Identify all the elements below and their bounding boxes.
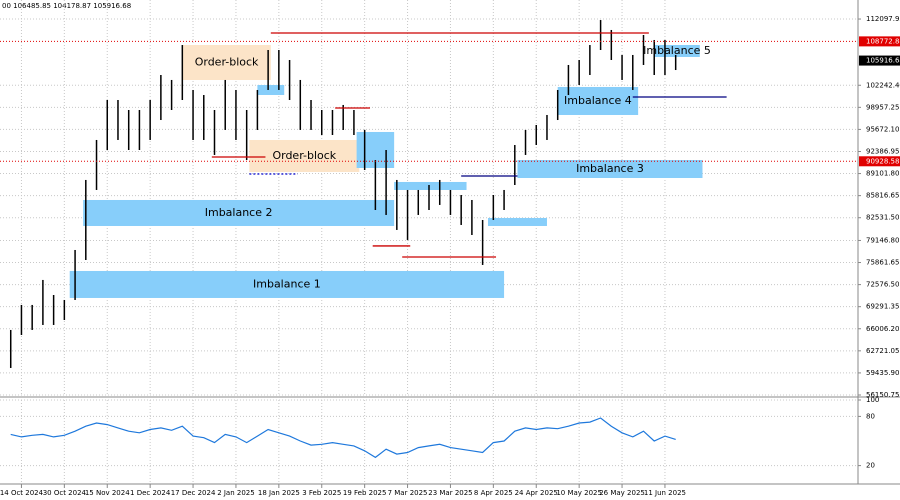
zone-label: Order-block (272, 149, 336, 162)
y-tick-label: 75861.65 (866, 259, 899, 267)
price-label: 108772.88 (866, 37, 900, 45)
x-tick-label: 3 Feb 2025 (302, 489, 341, 497)
price-label-bg (859, 55, 900, 66)
x-tick-label: 7 Mar 2025 (388, 489, 428, 497)
y-tick-label: 95672.10 (866, 125, 899, 133)
price-label-bg (859, 156, 900, 167)
x-tick-label: 17 Dec 2024 (171, 489, 216, 497)
y-tick-label: 92386.95 (866, 147, 899, 155)
x-tick-label: 30 Oct 2024 (43, 489, 87, 497)
x-tick-label: 2 Jan 2025 (217, 489, 255, 497)
x-tick-label: 14 Oct 2024 (0, 489, 44, 497)
zone-label: Imbalance 5 (643, 44, 711, 57)
zone (249, 139, 360, 172)
x-tick-label: 8 Apr 2025 (474, 489, 513, 497)
zone (394, 181, 467, 190)
x-tick-label: 10 May 2025 (556, 489, 602, 497)
zone (83, 199, 395, 226)
x-tick-label: 18 Jan 2025 (258, 489, 300, 497)
y-tick-label: 56150.75 (866, 391, 899, 399)
zone-label: Imbalance 4 (564, 94, 632, 107)
x-tick-label: 19 Feb 2025 (343, 489, 387, 497)
zone (257, 84, 285, 95)
y-tick-label: 79146.80 (866, 236, 899, 244)
y-tick-label: 85816.65 (866, 192, 899, 200)
x-tick-label: 23 Mar 2025 (428, 489, 472, 497)
y-tick-label: 98957.25 (866, 103, 899, 111)
y-tick-label: 112097.95 (866, 15, 900, 23)
x-tick-label: 24 Apr 2025 (515, 489, 558, 497)
y-tick-label: 69291.35 (866, 303, 899, 311)
y-tick-label: 80 (866, 412, 875, 420)
y-tick-label: 89101.80 (866, 170, 899, 178)
y-tick-label: 72576.50 (866, 281, 899, 289)
y-tick-label: 20 (866, 462, 875, 470)
indicator-line (10, 417, 676, 459)
zone (182, 44, 271, 80)
zone (654, 44, 700, 57)
zone (517, 159, 703, 179)
y-tick-label: 62721.05 (866, 347, 899, 355)
price-label: 105916.68 (866, 57, 900, 65)
y-tick-label: 59435.90 (866, 369, 899, 377)
x-tick-label: 15 Nov 2024 (85, 489, 130, 497)
x-tick-label: 26 May 2025 (599, 489, 645, 497)
zone-label: Order-block (195, 55, 259, 68)
y-tick-label: 66006.20 (866, 325, 899, 333)
zone (557, 86, 639, 115)
zone (69, 270, 505, 298)
y-tick-label: 102242.40 (866, 81, 900, 89)
x-tick-label: 11 Jun 2025 (644, 489, 686, 497)
price-label: 90928.58 (866, 157, 899, 165)
header-text: 00 106485.85 104178.87 105916.68 (2, 2, 131, 10)
x-tick-label: 1 Dec 2024 (130, 489, 171, 497)
y-tick-label: 82531.50 (866, 214, 899, 222)
zone-label: Imbalance 2 (205, 206, 273, 219)
price-label-bg (859, 36, 900, 47)
y-tick-label: 100 (866, 396, 879, 404)
zone-label: Imbalance 1 (253, 277, 321, 290)
zone (487, 217, 547, 226)
zone-label: Imbalance 3 (576, 162, 644, 175)
